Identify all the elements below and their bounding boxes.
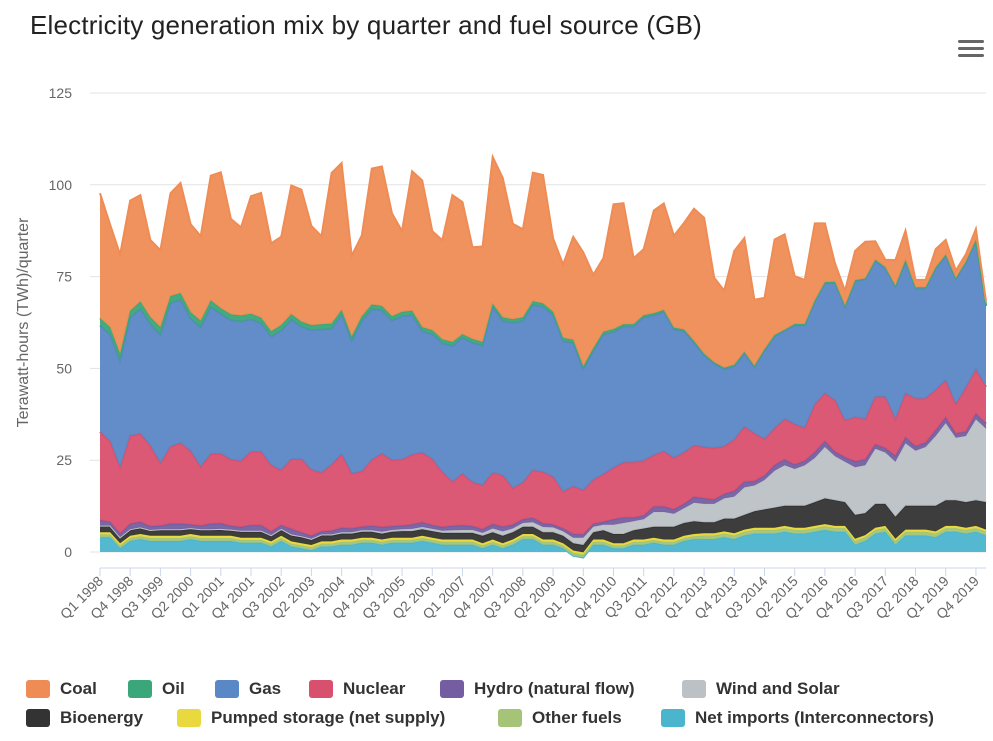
menu-bar: [958, 47, 984, 50]
legend-swatch: [26, 680, 50, 698]
legend-item-nuclear[interactable]: Nuclear: [309, 676, 405, 702]
menu-bar: [958, 40, 984, 43]
area-hydro-natural-flow: [100, 413, 986, 539]
legend-swatch: [215, 680, 239, 698]
y-axis-title: Terawatt-hours (TWh)/quarter: [15, 217, 32, 428]
legend-label: Wind and Solar: [716, 679, 840, 698]
legend-item-coal[interactable]: Coal: [26, 676, 97, 702]
legend-swatch: [440, 680, 464, 698]
legend-swatch: [682, 680, 706, 698]
legend-item-other-fuels[interactable]: Other fuels: [498, 705, 622, 731]
legend-label: Hydro (natural flow): [474, 679, 635, 698]
area-wind-and-solar: [100, 419, 986, 545]
y-tick-label: 75: [56, 269, 72, 285]
legend-label: Gas: [249, 679, 282, 698]
legend-item-hydro[interactable]: Hydro (natural flow): [440, 676, 635, 702]
legend-swatch: [661, 709, 685, 727]
legend-label: Nuclear: [343, 679, 406, 698]
y-tick-label: 125: [49, 85, 73, 101]
legend-swatch: [26, 709, 50, 727]
legend-label: Coal: [60, 679, 97, 698]
y-tick-label: 0: [64, 544, 72, 560]
legend-label: Net imports (Interconnectors): [695, 708, 934, 727]
legend-swatch: [498, 709, 522, 727]
y-tick-label: 25: [56, 452, 72, 468]
area-nuclear: [100, 369, 986, 536]
y-tick-label: 100: [49, 177, 73, 193]
area-gas: [100, 241, 986, 492]
legend-label: Oil: [162, 679, 185, 698]
legend-item-oil[interactable]: Oil: [128, 676, 185, 702]
legend-item-gas[interactable]: Gas: [215, 676, 281, 702]
legend-label: Pumped storage (net supply): [211, 708, 446, 727]
legend-item-bioenergy[interactable]: Bioenergy: [26, 705, 143, 731]
chart-title: Electricity generation mix by quarter an…: [30, 10, 702, 40]
hamburger-menu-icon[interactable]: [956, 36, 986, 62]
legend-label: Bioenergy: [60, 708, 144, 727]
menu-bar: [958, 54, 984, 57]
legend-swatch: [177, 709, 201, 727]
legend-item-net-imports[interactable]: Net imports (Interconnectors): [661, 705, 934, 731]
legend-swatch: [128, 680, 152, 698]
legend-label: Other fuels: [532, 708, 622, 727]
area-net-imports-interconnectors: [100, 530, 986, 558]
legend-item-pumped-storage[interactable]: Pumped storage (net supply): [177, 705, 445, 731]
line-coal: [99, 153, 987, 302]
area-bioenergy: [100, 498, 986, 553]
y-tick-label: 50: [56, 360, 72, 376]
legend-swatch: [309, 680, 333, 698]
area-pumped-storage-net-supply: [100, 524, 986, 555]
legend-item-wind-solar[interactable]: Wind and Solar: [682, 676, 840, 702]
area-coal: [100, 156, 986, 368]
